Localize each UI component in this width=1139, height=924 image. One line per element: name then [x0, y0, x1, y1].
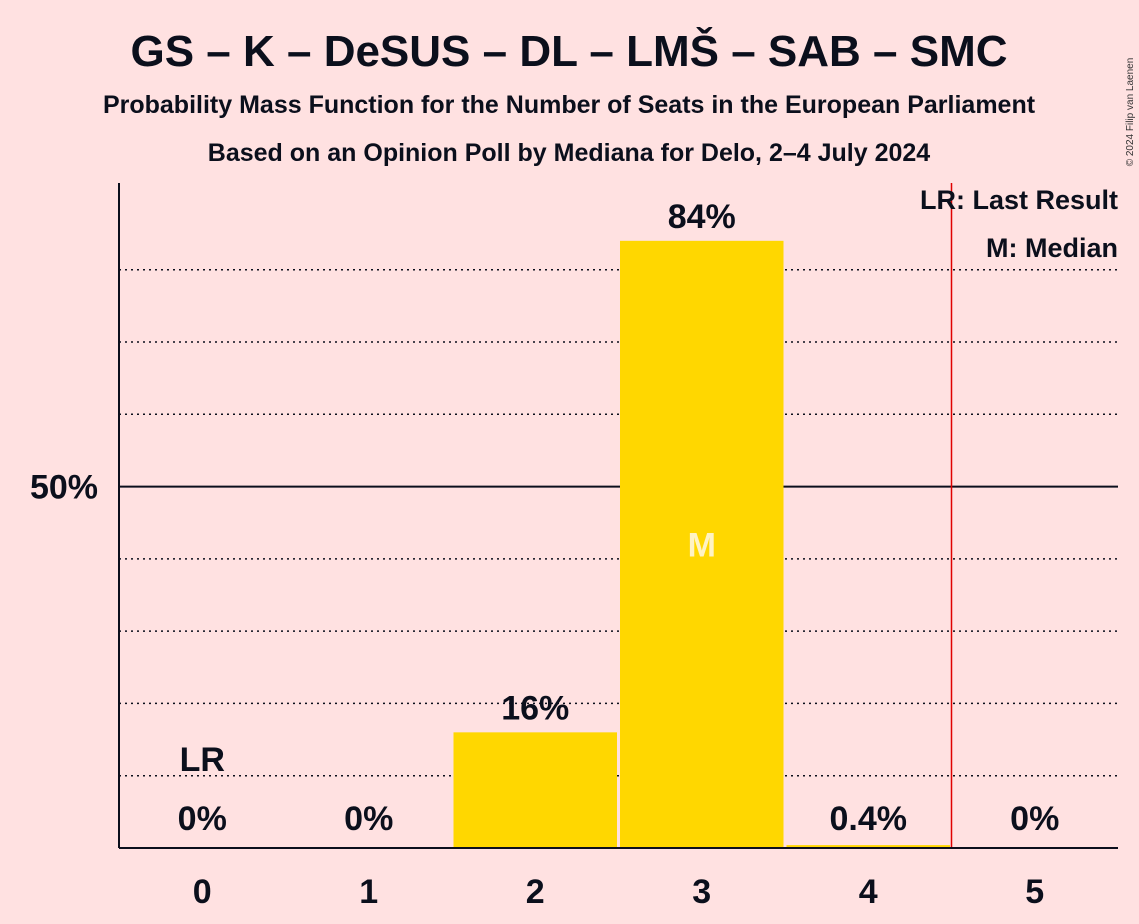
bar-labels: 0% 0% 16% 84% 0.4% 0% M LR [178, 198, 1060, 838]
chart-title: GS – K – DeSUS – DL – LMŠ – SAB – SMC [131, 25, 1008, 76]
gridlines [119, 268, 1118, 777]
bar-value-label: 0.4% [830, 800, 908, 838]
x-tick-label: 5 [1025, 873, 1044, 911]
bars [453, 240, 950, 849]
x-tick-label: 3 [692, 873, 711, 911]
x-tick-label: 1 [359, 873, 378, 911]
axes: 50% 0 1 2 3 4 5 [30, 183, 1118, 911]
chart-subtitle: Probability Mass Function for the Number… [103, 91, 1036, 119]
median-marker: M [688, 526, 716, 564]
bar-seats-3 [620, 240, 784, 849]
legend-median: M: Median [986, 233, 1118, 263]
bar-value-label: 0% [1010, 800, 1059, 838]
x-tick-label: 2 [526, 873, 545, 911]
last-result-marker: LR [180, 741, 225, 779]
x-tick-label: 0 [193, 873, 212, 911]
bar-seats-2 [453, 732, 617, 848]
legend-last-result: LR: Last Result [920, 185, 1118, 215]
copyright-note: © 2024 Filip van Laenen [1125, 58, 1136, 167]
bar-value-label: 0% [178, 800, 227, 838]
bar-value-label: 84% [668, 198, 736, 236]
y-tick-label: 50% [30, 469, 98, 507]
bar-seats-4 [786, 845, 950, 848]
bar-value-label: 16% [501, 689, 569, 727]
chart-source-line: Based on an Opinion Poll by Mediana for … [208, 139, 931, 167]
bar-value-label: 0% [344, 800, 393, 838]
x-tick-label: 4 [859, 873, 878, 911]
